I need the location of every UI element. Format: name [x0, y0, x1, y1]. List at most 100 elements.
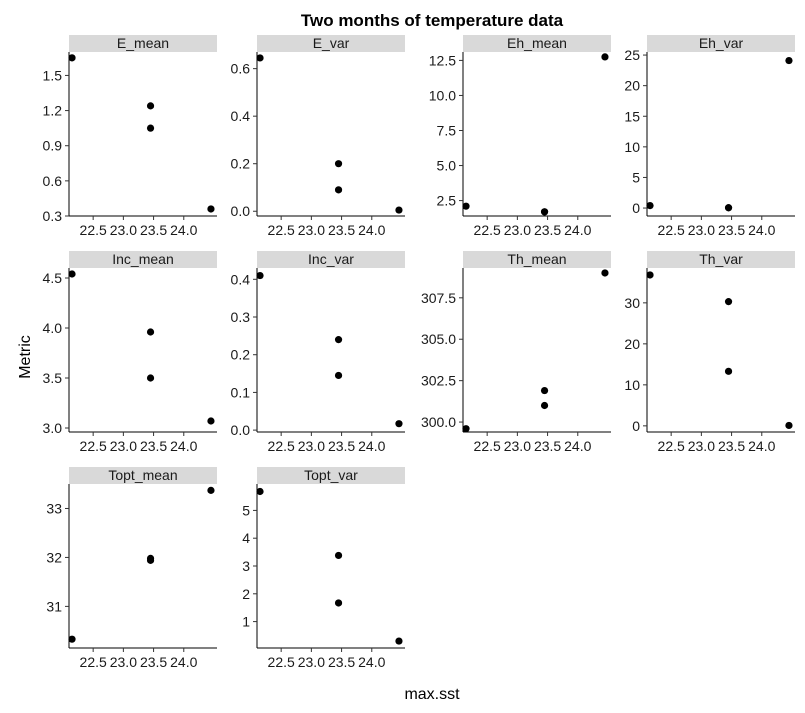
x-tick-label: 23.0: [110, 654, 137, 670]
panel-Eh_var: Eh_var 22.5 23.0 23.5 24.0 0 5 10 15 20 25: [624, 35, 795, 238]
x-tick-label: 23.5: [718, 222, 745, 238]
x-tick-label: 24.0: [358, 438, 385, 454]
y-tick-label: 15: [624, 108, 640, 124]
y-tick-label: 3.5: [43, 370, 63, 386]
facet-strip-label: Eh_var: [699, 35, 744, 51]
data-point: [646, 201, 654, 210]
facet-strip-label: Th_mean: [507, 251, 566, 267]
data-point: [462, 202, 470, 210]
data-point: [207, 205, 215, 213]
y-tick-label: 3: [242, 558, 250, 574]
data-point: [207, 486, 215, 494]
y-tick-label: 4: [242, 530, 250, 546]
panel-Topt_var: Topt_var 22.5 23.0 23.5 24.0 1 2 3 4 5: [242, 467, 405, 670]
facet-strip-label: Inc_var: [308, 251, 354, 267]
y-tick-label: 0.9: [43, 138, 63, 154]
x-tick-label: 23.5: [140, 438, 167, 454]
x-tick-label: 22.5: [658, 222, 685, 238]
y-tick-label: 1.5: [43, 67, 63, 83]
facet-strip: [257, 251, 405, 268]
y-tick-label: 10: [624, 377, 640, 393]
x-tick-label: 24.0: [170, 222, 197, 238]
panel-Topt_mean: Topt_mean 22.5 23.0 23.5 24.0 31 32 33: [46, 467, 217, 670]
x-tick-label: 23.5: [140, 222, 167, 238]
y-axis-label: Metric: [17, 335, 34, 379]
x-tick-label: 24.0: [748, 438, 775, 454]
y-tick-label: 1.2: [43, 103, 63, 119]
chart-title: Two months of temperature data: [301, 11, 564, 30]
facet-strip-label: E_mean: [117, 35, 169, 51]
data-point: [540, 208, 549, 216]
x-tick-label: 23.5: [328, 438, 355, 454]
panel-Th_var: Th_var 22.5 23.0 23.5 24.0 0 10 20 30: [624, 251, 795, 454]
data-point: [395, 420, 403, 428]
facet-strip: [257, 467, 405, 484]
y-tick-label: 2: [242, 586, 250, 602]
facet-strip: [69, 35, 217, 52]
data-point: [68, 270, 76, 278]
data-point: [646, 271, 654, 279]
x-tick-label: 23.0: [298, 654, 325, 670]
y-tick-label: 33: [46, 500, 62, 516]
data-point: [395, 206, 403, 214]
x-tick-label: 23.0: [504, 438, 531, 454]
y-tick-label: 7.5: [437, 122, 457, 138]
x-tick-label: 22.5: [474, 222, 501, 238]
y-tick-label: 305.0: [421, 331, 456, 347]
x-tick-label: 24.0: [170, 654, 197, 670]
data-point: [601, 269, 609, 277]
data-point: [540, 386, 549, 395]
y-tick-label: 10: [624, 139, 640, 155]
data-point: [334, 599, 343, 607]
data-point: [334, 186, 343, 194]
data-point: [256, 487, 264, 496]
data-point: [146, 556, 155, 564]
y-tick-label: 0: [632, 418, 640, 434]
y-tick-label: 0.2: [231, 156, 251, 172]
facet-strip-label: E_var: [313, 35, 350, 51]
data-point: [724, 298, 733, 306]
y-tick-label: 4.5: [43, 270, 63, 286]
y-tick-label: 0.0: [231, 203, 251, 219]
x-tick-label: 23.0: [110, 438, 137, 454]
data-point: [207, 417, 215, 425]
facet-strip: [69, 467, 217, 484]
panel-Inc_var: Inc_var 22.5 23.0 23.5 24.0 0.0 0.1 0.2 0.3 0.4: [231, 251, 405, 454]
data-point: [146, 374, 155, 382]
facet-strip-label: Topt_var: [304, 467, 358, 483]
x-tick-label: 24.0: [170, 438, 197, 454]
x-tick-label: 23.5: [534, 222, 561, 238]
facet-strip: [463, 35, 611, 52]
y-tick-label: 25: [624, 47, 640, 63]
facet-strip: [69, 251, 217, 268]
data-point: [462, 425, 470, 433]
y-tick-label: 10.0: [429, 87, 456, 103]
y-tick-label: 20: [624, 78, 640, 94]
y-tick-label: 30: [624, 295, 640, 311]
data-point: [334, 336, 343, 344]
data-point: [334, 160, 343, 168]
facet-strip-label: Eh_mean: [507, 35, 567, 51]
data-point: [724, 367, 733, 375]
x-tick-label: 23.0: [688, 222, 715, 238]
y-tick-label: 0.4: [231, 271, 251, 287]
x-tick-label: 22.5: [268, 654, 295, 670]
y-tick-label: 0.6: [43, 173, 63, 189]
y-tick-label: 1: [242, 614, 250, 630]
y-tick-label: 5.0: [437, 158, 457, 174]
facet-strip: [257, 35, 405, 52]
y-tick-label: 12.5: [429, 52, 456, 68]
y-tick-label: 0.1: [231, 384, 251, 400]
x-tick-label: 23.5: [140, 654, 167, 670]
y-tick-label: 4.0: [43, 320, 63, 336]
facet-strip-label: Th_var: [699, 251, 743, 267]
data-point: [724, 204, 733, 212]
facet-strip: [647, 35, 795, 52]
y-tick-label: 302.5: [421, 373, 456, 389]
y-tick-label: 0: [632, 200, 640, 216]
data-point: [146, 124, 155, 132]
panel-Th_mean: Th_mean 22.5 23.0 23.5 24.0 300.0 302.5 305.0 30…: [421, 251, 611, 454]
x-tick-label: 24.0: [358, 222, 385, 238]
y-tick-label: 300.0: [421, 414, 456, 430]
